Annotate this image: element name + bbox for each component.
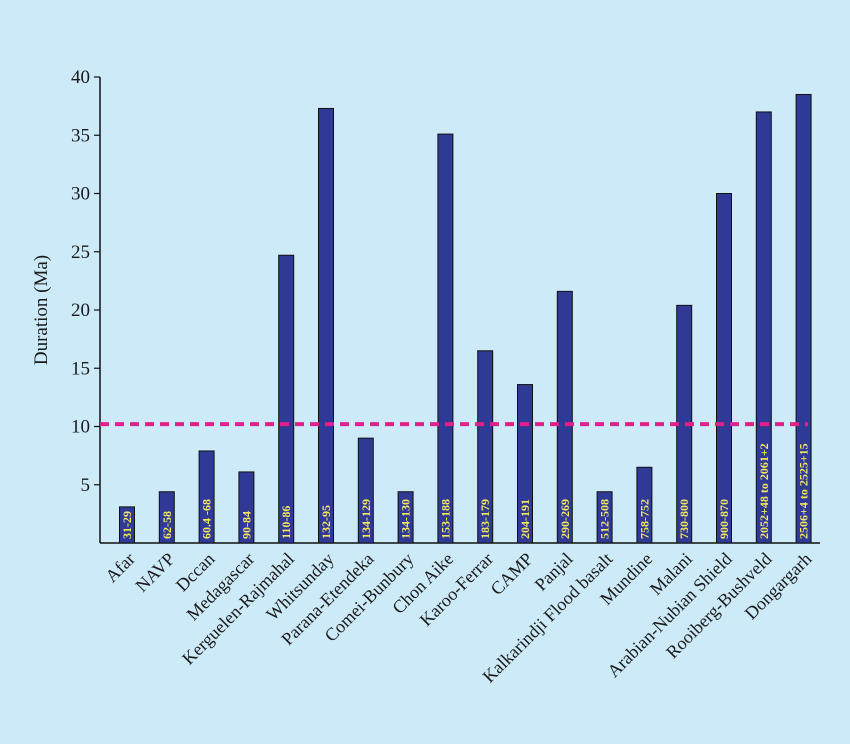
bar (198, 450, 215, 544)
y-axis-title: Duration (Ma) (31, 255, 52, 365)
bar (477, 350, 494, 544)
y-tick-label: 30 (71, 184, 90, 205)
bar (556, 290, 573, 544)
bar-data-label: 31-29 (120, 511, 134, 539)
bar-data-label: 2506+4 to 2525+15 (797, 443, 811, 539)
bar-data-label: 758-752 (637, 499, 651, 539)
bar-data-label: 512-508 (598, 499, 612, 539)
bar (158, 491, 175, 544)
y-tick-label: 35 (71, 125, 90, 146)
bar-data-label: 110-86 (279, 506, 293, 539)
y-tick-label: 25 (71, 242, 90, 263)
bar-data-label: 900-870 (717, 499, 731, 539)
bar-data-label: 2052+48 to 2061+2 (757, 443, 771, 539)
category-label: NAVP (131, 549, 178, 596)
bar-data-label: 62-58 (160, 511, 174, 539)
y-tick-label: 15 (71, 358, 90, 379)
bar (716, 193, 732, 544)
bar (238, 471, 255, 544)
bar (119, 506, 135, 544)
bar-data-label: 183-179 (478, 499, 492, 539)
bars-group (119, 93, 812, 544)
bar (437, 133, 454, 544)
chart-axes: 5 10 15 20 25 30 35 40 (71, 67, 820, 544)
bar (795, 93, 812, 544)
bar (357, 437, 374, 544)
bar-data-label: 204-191 (518, 499, 532, 539)
bar-data-label: 290-269 (558, 499, 572, 539)
bar-labels-group: 31-29 62-58 60.4 -68 90-84 110-86 132-95 134-1… (120, 443, 811, 539)
y-tick-label: 40 (71, 67, 90, 88)
bar-data-label: 132-95 (319, 505, 333, 539)
bar (636, 466, 653, 544)
bar (596, 491, 613, 544)
bar (318, 107, 334, 544)
bar (755, 111, 772, 544)
y-tick-label: 10 (71, 417, 90, 438)
bar-data-label: 134-130 (399, 499, 413, 539)
y-tick-label: 5 (81, 475, 91, 496)
bar-data-label: 730-800 (677, 499, 691, 539)
bar-data-label: 153-188 (438, 499, 452, 539)
y-tick-label: 20 (71, 300, 90, 321)
bar (278, 254, 295, 544)
bar-data-label: 90-84 (239, 511, 253, 539)
category-labels-group: AfarNAVPDccanMedagascarKerguelen-Rajmaha… (101, 549, 815, 687)
bar (397, 491, 414, 544)
bar-data-label: 60.4 -68 (200, 499, 214, 539)
bar-data-label: 134-129 (359, 499, 373, 539)
category-label: CAMP (487, 549, 537, 599)
